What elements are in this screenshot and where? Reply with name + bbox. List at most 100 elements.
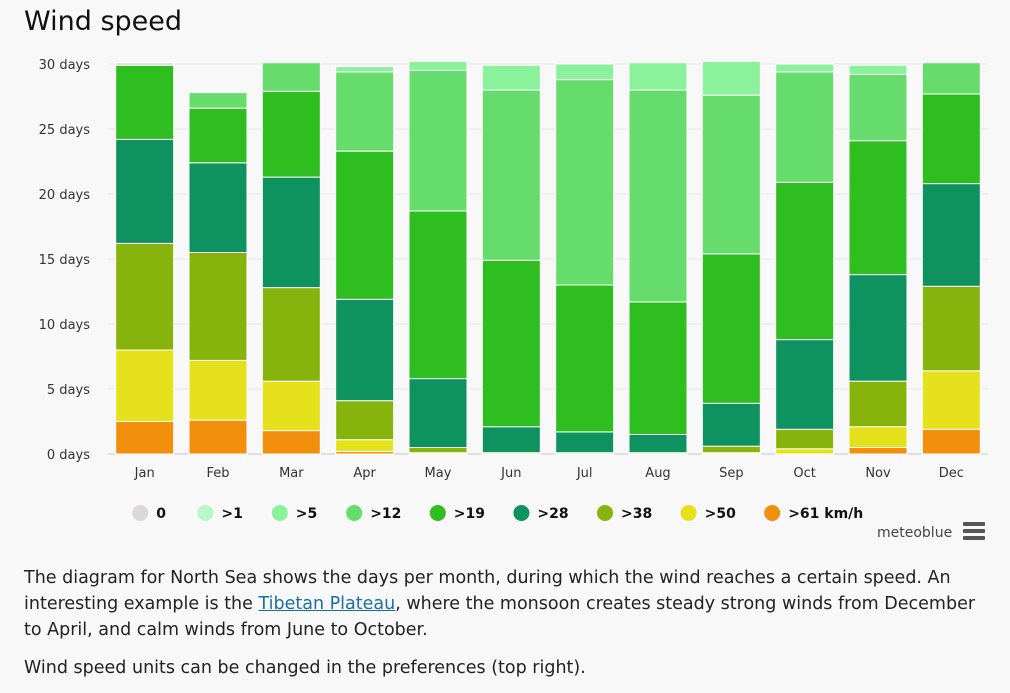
bar-segment[interactable] <box>701 253 761 404</box>
bar-segment[interactable] <box>775 181 835 341</box>
bar-segment[interactable] <box>335 298 395 402</box>
bar-segment[interactable] <box>481 259 541 428</box>
bar-segment[interactable] <box>261 430 321 455</box>
bar-segment[interactable] <box>775 71 835 183</box>
bar-segment[interactable] <box>481 89 541 261</box>
bar-segment[interactable] <box>628 89 688 303</box>
legend-label[interactable]: 0 <box>156 506 166 522</box>
legend-label[interactable]: >5 <box>296 506 317 522</box>
wind-speed-chart: 0 days 5 days 10 days 15 days 20 days 25 days… <box>39 58 988 522</box>
legend-swatch[interactable] <box>132 505 149 521</box>
meteoblue-credit[interactable]: meteoblue <box>877 525 953 541</box>
bar-segment[interactable] <box>848 140 908 276</box>
bar-segment[interactable] <box>115 138 175 244</box>
bar-segment[interactable] <box>628 301 688 435</box>
bar-segment[interactable] <box>261 90 321 178</box>
bar-segment[interactable] <box>481 64 541 91</box>
bar-segment[interactable] <box>921 428 981 455</box>
legend-swatch[interactable] <box>271 505 288 521</box>
bar-segment[interactable] <box>921 370 981 430</box>
bar-segment[interactable] <box>408 210 468 380</box>
legend-label[interactable]: >28 <box>537 506 568 522</box>
legend-swatch[interactable] <box>197 505 214 521</box>
bar-segment[interactable] <box>628 62 688 91</box>
hamburger-menu-icon[interactable] <box>963 522 985 540</box>
bar-segment[interactable] <box>335 71 395 152</box>
legend-label[interactable]: >1 <box>221 506 242 522</box>
bar-segment[interactable] <box>921 62 981 95</box>
bar-segment[interactable] <box>701 402 761 447</box>
bar-segment[interactable] <box>775 448 835 455</box>
bar-segment[interactable] <box>555 431 615 454</box>
y-tick-label: 15 days <box>39 253 91 268</box>
legend-swatch[interactable] <box>513 505 530 521</box>
bar-segment[interactable] <box>115 62 175 66</box>
bar-segment[interactable] <box>188 162 248 253</box>
bar-segment[interactable] <box>115 64 175 140</box>
legend-swatch[interactable] <box>764 505 781 521</box>
bar-segment[interactable] <box>408 60 468 71</box>
legend-label[interactable]: >50 <box>705 506 736 522</box>
x-axis: Jan Feb Mar Apr May Jun Jul Aug Sep Oct Nov Dec <box>134 466 964 481</box>
bar-segment[interactable] <box>115 349 175 422</box>
bar-segment[interactable] <box>261 380 321 432</box>
bar-segment[interactable] <box>261 176 321 289</box>
bar-segment[interactable] <box>188 252 248 361</box>
bar-segment[interactable] <box>408 447 468 454</box>
legend-label[interactable]: >12 <box>370 506 401 522</box>
bar-segment[interactable] <box>555 79 615 286</box>
legend-swatch[interactable] <box>597 505 613 521</box>
legend-label[interactable]: >19 <box>454 506 485 522</box>
bar-segment[interactable] <box>115 242 175 351</box>
bar-segment[interactable] <box>921 285 981 372</box>
bar-segment[interactable] <box>335 66 395 73</box>
bar-segment[interactable] <box>188 92 248 109</box>
bar-segment[interactable] <box>775 428 835 450</box>
bar-segment[interactable] <box>335 150 395 300</box>
legend-swatch[interactable] <box>346 505 363 521</box>
bar-segment[interactable] <box>848 426 908 449</box>
x-tick-label: Nov <box>865 466 891 481</box>
bar-segment[interactable] <box>848 64 908 75</box>
tibetan-plateau-link[interactable]: Tibetan Plateau <box>258 594 396 614</box>
bar-segment[interactable] <box>188 419 248 455</box>
chart-description: The diagram for North Sea shows the days… <box>24 568 976 640</box>
bar-segment[interactable] <box>408 70 468 212</box>
bar-segment[interactable] <box>921 183 981 287</box>
x-tick-label: Jan <box>134 466 155 481</box>
bar-segment[interactable] <box>848 447 908 455</box>
bar-segment[interactable] <box>848 73 908 142</box>
bar-segment[interactable] <box>775 63 835 73</box>
legend-label[interactable]: >38 <box>621 506 652 522</box>
bar-segment[interactable] <box>335 400 395 441</box>
legend-swatch[interactable] <box>680 505 697 521</box>
legend-swatch[interactable] <box>429 505 446 521</box>
x-tick-label: May <box>425 466 452 481</box>
x-tick-label: Aug <box>645 466 670 481</box>
bar-segment[interactable] <box>261 287 321 382</box>
x-tick-label: Dec <box>939 466 964 481</box>
legend-label[interactable]: >61 km/h <box>788 506 863 522</box>
bar-segment[interactable] <box>628 434 688 454</box>
bar-segment[interactable] <box>921 93 981 185</box>
bar-segment[interactable] <box>261 62 321 92</box>
bar-segment[interactable] <box>481 426 541 454</box>
bar-segment[interactable] <box>701 60 761 96</box>
x-tick-label: Jul <box>576 466 593 481</box>
bar-segment[interactable] <box>188 359 248 421</box>
bar-segment[interactable] <box>188 107 248 164</box>
bar-segment[interactable] <box>775 339 835 430</box>
x-tick-label: Mar <box>279 466 304 481</box>
bar-segment[interactable] <box>848 380 908 428</box>
y-tick-label: 25 days <box>39 123 91 138</box>
x-tick-label: Jun <box>500 466 521 481</box>
bar-segment[interactable] <box>555 63 615 81</box>
bar-segment[interactable] <box>335 439 395 452</box>
bar-segment[interactable] <box>701 445 761 454</box>
bar-segment[interactable] <box>555 284 615 433</box>
bar-segment[interactable] <box>848 274 908 382</box>
y-tick-label: 10 days <box>39 318 91 333</box>
bar-segment[interactable] <box>115 421 175 455</box>
bar-segment[interactable] <box>408 378 468 449</box>
bar-segment[interactable] <box>701 94 761 255</box>
